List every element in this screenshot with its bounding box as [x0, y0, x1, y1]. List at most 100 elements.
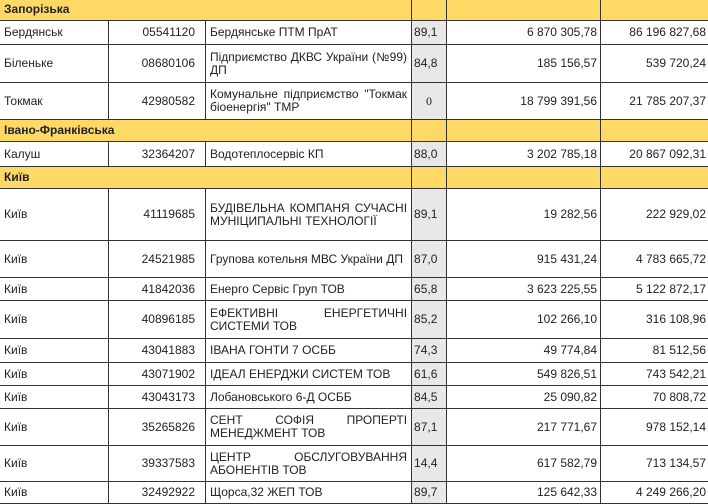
city-cell: Київ [0, 277, 109, 301]
code-cell: 32492922 [108, 481, 206, 504]
value1-cell: 549 826,51 [446, 362, 602, 386]
code-cell: 08680106 [108, 44, 206, 83]
score-cell: 87,1 [411, 408, 448, 446]
score-cell: 89,1 [411, 20, 448, 45]
company-name-cell: ЕФЕКТИВНІ ЕНЕРГЕТИЧНІ СИСТЕМИ ТОВ [204, 300, 413, 339]
company-name-cell: СЕНТ СОФІЯ ПРОПЕРТІ МЕНЕДЖМЕНТ ТОВ [204, 408, 413, 446]
city-cell: Калуш [0, 141, 109, 167]
table-row: Бердянськ 05541120 Бердянське ПТМ ПрАТ 8… [0, 20, 708, 45]
score-cell: 84,8 [411, 44, 448, 83]
value1-cell: 185 156,57 [446, 44, 602, 83]
score-cell: 85,2 [411, 300, 448, 339]
table-row: Київ 43043173 Лобановського 6-Д ОСББ 84,… [0, 385, 708, 409]
code-cell: 32364207 [108, 141, 206, 167]
code-cell: 24521985 [108, 240, 206, 278]
company-name-cell: Енерго Сервіс Груп ТОВ [204, 277, 413, 301]
score-cell: 84,5 [411, 385, 448, 409]
value1-cell: 6 870 305,78 [446, 20, 602, 45]
value2-cell: 222 929,02 [600, 188, 708, 241]
value1-cell: 49 774,84 [446, 338, 602, 363]
code-cell: 43041883 [108, 338, 206, 363]
company-name-cell: ІВАНА ГОНТИ 7 ОСББ [204, 338, 413, 363]
score-cell: 65,8 [411, 277, 448, 301]
value1-cell: 25 090,82 [446, 385, 602, 409]
table-row: Київ 24521985 Групова котельня МВС Украї… [0, 240, 708, 278]
value2-cell: 86 196 827,68 [600, 20, 708, 45]
code-cell: 42980582 [108, 82, 206, 120]
value1-cell: 18 799 391,56 [446, 82, 602, 120]
empty-cell [600, 0, 708, 21]
value2-cell: 70 808,72 [600, 385, 708, 409]
code-cell: 05541120 [108, 20, 206, 45]
city-cell: Київ [0, 300, 109, 339]
city-cell: Київ [0, 481, 109, 504]
region-name: Івано-Франківська [0, 119, 413, 142]
company-name-cell: Підприємство ДКВС України (№99) ДП [204, 44, 413, 83]
value1-cell: 915 431,24 [446, 240, 602, 278]
empty-cell [446, 119, 602, 142]
city-cell: Київ [0, 362, 109, 386]
value2-cell: 5 122 872,17 [600, 277, 708, 301]
score-cell: 89,7 [411, 481, 448, 504]
score-cell: 0 [411, 82, 448, 120]
empty-cell [600, 166, 708, 189]
value2-cell: 978 152,14 [600, 408, 708, 446]
table-row: Київ 35265826 СЕНТ СОФІЯ ПРОПЕРТІ МЕНЕДЖ… [0, 408, 708, 446]
table-row: Київ 43071902 ІДЕАЛ ЕНЕРДЖИ СИСТЕМ ТОВ 6… [0, 362, 708, 386]
empty-cell [411, 0, 448, 21]
table-row: Київ 40896185 ЕФЕКТИВНІ ЕНЕРГЕТИЧНІ СИСТ… [0, 300, 708, 339]
region-header-row: Івано-Франківська [0, 119, 708, 142]
company-name-cell: Комунальне підприємство "Токмак біоенерг… [204, 82, 413, 120]
code-cell: 43071902 [108, 362, 206, 386]
code-cell: 39337583 [108, 445, 206, 482]
score-cell: 14,4 [411, 445, 448, 482]
table-row: Калуш 32364207 Водотеплосервіс КП 88,0 3… [0, 141, 708, 167]
table-row: Київ 32492922 Щорса,32 ЖЕП ТОВ 89,7 125 … [0, 481, 708, 504]
value2-cell: 20 867 092,31 [600, 141, 708, 167]
value2-cell: 316 108,96 [600, 300, 708, 339]
empty-cell [446, 0, 602, 21]
city-cell: Київ [0, 408, 109, 446]
city-cell: Біленьке [0, 44, 109, 83]
value2-cell: 743 542,21 [600, 362, 708, 386]
company-name-cell: Групова котельня МВС України ДП [204, 240, 413, 278]
value2-cell: 539 720,24 [600, 44, 708, 83]
value2-cell: 81 512,56 [600, 338, 708, 363]
value1-cell: 617 582,79 [446, 445, 602, 482]
value2-cell: 4 249 266,20 [600, 481, 708, 504]
empty-cell [446, 166, 602, 189]
table-row: Київ 39337583 ЦЕНТР ОБСЛУГОВУВАННЯ АБОНЕ… [0, 445, 708, 482]
table-row: Київ 41842036 Енерго Сервіс Груп ТОВ 65,… [0, 277, 708, 301]
value1-cell: 125 642,33 [446, 481, 602, 504]
score-cell: 89,1 [411, 188, 448, 241]
code-cell: 40896185 [108, 300, 206, 339]
empty-cell [411, 119, 448, 142]
region-name: Київ [0, 166, 413, 189]
region-header-row: Запорізька [0, 0, 708, 21]
company-name-cell: Водотеплосервіс КП [204, 141, 413, 167]
value2-cell: 713 134,57 [600, 445, 708, 482]
city-cell: Токмак [0, 82, 109, 120]
city-cell: Київ [0, 338, 109, 363]
table-row: Київ 43041883 ІВАНА ГОНТИ 7 ОСББ 74,3 49… [0, 338, 708, 363]
value1-cell: 3 623 225,55 [446, 277, 602, 301]
company-name-cell: ЦЕНТР ОБСЛУГОВУВАННЯ АБОНЕНТІВ ТОВ [204, 445, 413, 482]
value1-cell: 19 282,56 [446, 188, 602, 241]
value2-cell: 21 785 207,37 [600, 82, 708, 120]
company-name-cell: Щорса,32 ЖЕП ТОВ [204, 481, 413, 504]
table-row: Токмак 42980582 Комунальне підприємство … [0, 82, 708, 120]
value1-cell: 102 266,10 [446, 300, 602, 339]
score-cell: 61,6 [411, 362, 448, 386]
value2-cell: 4 783 665,72 [600, 240, 708, 278]
code-cell: 43043173 [108, 385, 206, 409]
empty-cell [600, 119, 708, 142]
company-name-cell: Бердянське ПТМ ПрАТ [204, 20, 413, 45]
value1-cell: 3 202 785,18 [446, 141, 602, 167]
company-name-cell: БУДІВЕЛЬНА КОМПАНЯ СУЧАСНІ МУНІЦИПАЛЬНІ … [204, 188, 413, 241]
empty-cell [411, 166, 448, 189]
region-name: Запорізька [0, 0, 413, 21]
table-row: Біленьке 08680106 Підприємство ДКВС Укра… [0, 44, 708, 83]
score-cell: 74,3 [411, 338, 448, 363]
score-cell: 87,0 [411, 240, 448, 278]
